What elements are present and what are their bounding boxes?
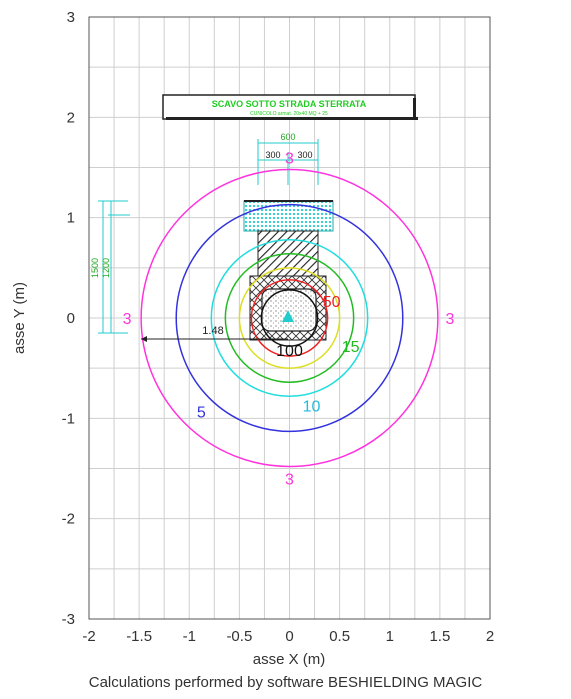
contour-label-5: 5 [197, 404, 206, 421]
x-tick-label: -1.5 [126, 628, 152, 645]
contour-3 [140, 168, 439, 468]
radius-annotation: 1.48 [141, 325, 288, 342]
dim-top-left: 300 [265, 150, 280, 160]
cad-drawing: SCAVO SOTTO STRADA STERRATA CUNICOLO arm… [90, 94, 418, 341]
banner: SCAVO SOTTO STRADA STERRATA CUNICOLO arm… [162, 94, 418, 120]
x-tick-label: 0.5 [329, 628, 350, 645]
banner-title: SCAVO SOTTO STRADA STERRATA [212, 99, 367, 109]
axes [88, 16, 491, 620]
y-tick-label: -2 [62, 511, 75, 528]
y-tick-label: 2 [67, 109, 75, 126]
x-tick-label: -0.5 [226, 628, 252, 645]
y-tick-label: 1 [67, 210, 75, 227]
x-tick-labels: -2 -1.5 -1 -0.5 0 0.5 1 1.5 2 [82, 628, 494, 645]
dim-left-inner: 1200 [101, 258, 111, 278]
footer-credit: Calculations performed by software BESHI… [88, 674, 483, 691]
contour-label-100: 100 [276, 343, 303, 360]
plot-frame [88, 16, 491, 620]
x-tick-label: 1.5 [429, 628, 450, 645]
contour-label-3: 3 [445, 311, 454, 328]
contour-label-15: 15 [342, 339, 360, 356]
dim-left-outer: 1500 [90, 258, 100, 278]
contour-50 [250, 279, 329, 357]
contour-5 [175, 203, 404, 433]
y-axis-label: asse Y (m) [11, 282, 28, 354]
left-dimension [98, 200, 130, 334]
x-tick-label: 0 [285, 628, 293, 645]
dim-top-total: 600 [280, 132, 295, 142]
contour-labels: 3 3 3 3 5 10 15 50 100 [123, 150, 455, 488]
x-tick-label: -2 [82, 628, 95, 645]
contours [140, 168, 439, 468]
y-tick-label: 3 [67, 9, 75, 26]
contour-label-10: 10 [303, 398, 321, 415]
contour-25 [238, 267, 341, 369]
contour-15 [224, 253, 355, 383]
contour-label-3: 3 [285, 472, 294, 489]
radius-label: 1.48 [202, 325, 223, 337]
contour-10 [210, 238, 369, 398]
contour-label-50: 50 [323, 294, 341, 311]
y-tick-labels: -3 -2 -1 0 1 2 3 [62, 9, 75, 628]
trench-section [243, 200, 334, 341]
contour-label-3: 3 [123, 311, 132, 328]
x-tick-label: -1 [183, 628, 196, 645]
contour-100 [260, 289, 319, 347]
y-tick-label: 0 [67, 310, 75, 327]
y-tick-label: -1 [62, 410, 75, 427]
x-tick-label: 2 [486, 628, 494, 645]
dim-top-right: 300 [297, 150, 312, 160]
x-axis-label: asse X (m) [253, 651, 326, 668]
contour-label-3: 3 [285, 150, 294, 167]
top-dimension [257, 139, 319, 185]
x-tick-label: 1 [386, 628, 394, 645]
banner-subtitle: CUNICOLO armat. 20x40 MQ + 25 [250, 111, 328, 117]
y-tick-label: -3 [62, 611, 75, 628]
